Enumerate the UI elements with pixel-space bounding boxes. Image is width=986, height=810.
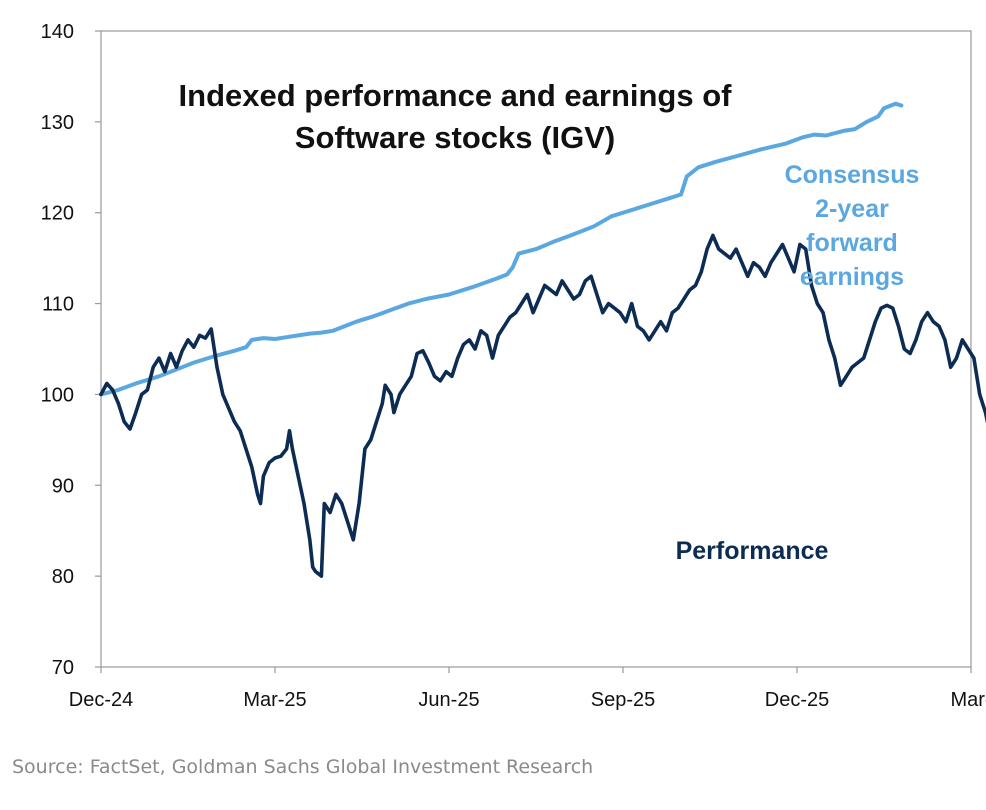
y-tick-label: 90 [52,475,74,497]
earnings-label-line-3: forward [806,229,898,257]
x-tick-label: Jun-25 [418,689,479,711]
chart-title-line-1: Indexed performance and earnings of [179,78,733,113]
earnings-series-label: Consensus 2-year forward earnings [785,161,920,291]
y-tick-label: 140 [41,21,74,43]
performance-line [99,233,986,578]
x-axis: Dec-24 Mar-25 Jun-25 Sep-25 Dec-25 Mar- [69,667,986,711]
x-tick-label: Dec-24 [69,689,133,711]
x-tick-label: Dec-25 [765,689,829,711]
x-tick-label: Mar-25 [243,689,306,711]
source-note: Source: FactSet, Goldman Sachs Global In… [12,756,594,778]
earnings-line [99,101,904,397]
earnings-label-line-1: Consensus [785,161,920,189]
y-tick-label: 120 [41,203,74,225]
chart-title-line-2: Software stocks (IGV) [295,120,615,155]
y-tick-label: 130 [41,112,74,134]
plot-border [100,30,972,668]
series-layer [99,101,986,578]
chart-title: Indexed performance and earnings of Soft… [179,78,733,155]
x-tick-label: Mar- [950,689,986,711]
plot-frame [100,30,972,668]
x-tick-label: Sep-25 [591,689,656,711]
performance-series-label: Performance [676,537,829,565]
y-tick-label: 110 [42,294,74,316]
earnings-label-line-4: earnings [800,263,904,291]
earnings-label-line-2: 2-year [815,195,889,223]
y-tick-label: 70 [52,657,74,679]
y-tick-label: 100 [41,384,74,406]
y-axis: 70 80 90 100 110 120 130 140 [41,21,101,679]
y-tick-label: 80 [52,566,74,588]
